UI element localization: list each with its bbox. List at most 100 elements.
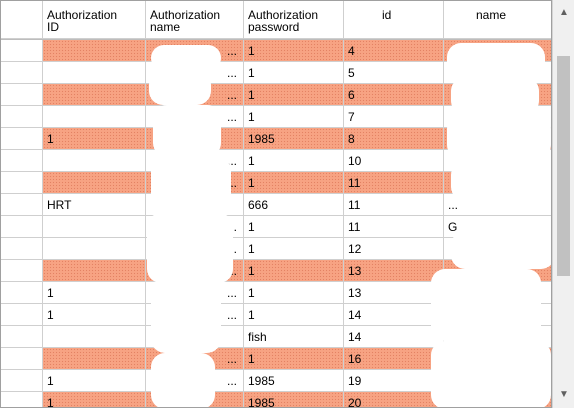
cell-authorization-id[interactable]: 1 xyxy=(43,128,146,150)
cell-authorization-id[interactable] xyxy=(43,172,146,194)
row-header[interactable] xyxy=(1,84,43,106)
redaction-blot xyxy=(147,213,233,283)
cell-authorization-id[interactable] xyxy=(43,106,146,128)
cell-id[interactable]: 10 xyxy=(344,150,444,172)
column-header-authorization-id[interactable]: Authorization ID xyxy=(43,1,146,39)
redaction-blot xyxy=(451,231,551,269)
cell-id[interactable]: 13 xyxy=(344,282,444,304)
cell-text: 19 xyxy=(348,373,362,388)
column-header-text: Authorization xyxy=(248,8,319,22)
column-header-id[interactable]: id xyxy=(344,1,444,39)
cell-authorization-password[interactable]: 1 xyxy=(244,238,344,260)
cell-authorization-password[interactable]: 1985 xyxy=(244,392,344,407)
table-row[interactable]: 1... 1 13 xyxy=(1,282,551,304)
row-header[interactable] xyxy=(1,348,43,370)
table-row[interactable]: HRT 666 11... xyxy=(1,194,551,216)
cell-authorization-password[interactable]: 1 xyxy=(244,84,344,106)
row-header[interactable] xyxy=(1,370,43,392)
cell-text: 4 xyxy=(348,43,355,58)
cell-id[interactable]: 14 xyxy=(344,326,444,348)
cell-authorization-password[interactable]: 1 xyxy=(244,62,344,84)
row-header[interactable] xyxy=(1,238,43,260)
cell-authorization-id[interactable] xyxy=(43,216,146,238)
cell-authorization-id[interactable] xyxy=(43,84,146,106)
cell-authorization-id[interactable]: 1 xyxy=(43,282,146,304)
chevron-down-icon[interactable]: ▼ xyxy=(559,388,569,400)
cell-authorization-id[interactable] xyxy=(43,260,146,282)
cell-authorization-password[interactable]: 666 xyxy=(244,194,344,216)
row-header[interactable] xyxy=(1,392,43,407)
cell-id[interactable]: 7 xyxy=(344,106,444,128)
cell-authorization-id[interactable] xyxy=(43,40,146,62)
cell-id[interactable]: 6 xyxy=(344,84,444,106)
cell-text: 5 xyxy=(348,65,355,80)
cell-authorization-password[interactable]: 1 xyxy=(244,348,344,370)
column-header-row: Authorization ID Authorization name Author… xyxy=(1,1,551,40)
cell-authorization-password[interactable]: 1 xyxy=(244,216,344,238)
table-row[interactable]: ... 1 5 xyxy=(1,62,551,84)
row-header[interactable] xyxy=(1,40,43,62)
cell-authorization-id[interactable]: 1 xyxy=(43,304,146,326)
cell-id[interactable]: 11 xyxy=(344,216,444,238)
cell-authorization-password[interactable]: 1 xyxy=(244,150,344,172)
cell-id[interactable]: 11 xyxy=(344,172,444,194)
column-header-authorization-password[interactable]: Authorization password xyxy=(244,1,344,39)
cell-id[interactable]: 16 xyxy=(344,348,444,370)
cell-id[interactable]: 19 xyxy=(344,370,444,392)
cell-authorization-password[interactable]: 1 xyxy=(244,40,344,62)
row-header[interactable] xyxy=(1,150,43,172)
redaction-blot xyxy=(151,157,231,213)
cell-authorization-password[interactable]: 1 xyxy=(244,304,344,326)
cell-authorization-id[interactable] xyxy=(43,238,146,260)
row-header[interactable] xyxy=(1,62,43,84)
row-header[interactable] xyxy=(1,128,43,150)
cell-id[interactable]: 13 xyxy=(344,260,444,282)
cell-authorization-id[interactable]: 1 xyxy=(43,392,146,407)
cell-authorization-password[interactable]: 1 xyxy=(244,106,344,128)
cell-authorization-id[interactable] xyxy=(43,348,146,370)
row-header[interactable] xyxy=(1,260,43,282)
row-header[interactable] xyxy=(1,326,43,348)
row-header[interactable] xyxy=(1,304,43,326)
cell-authorization-id[interactable] xyxy=(43,62,146,84)
cell-id[interactable]: 8 xyxy=(344,128,444,150)
cell-id[interactable]: 5 xyxy=(344,62,444,84)
data-grid[interactable]: Authorization ID Authorization name Author… xyxy=(0,0,552,408)
cell-text: HRT xyxy=(47,197,72,212)
redaction-blot xyxy=(151,45,221,71)
cell-authorization-id[interactable]: HRT xyxy=(43,194,146,216)
cell-authorization-password[interactable]: 1985 xyxy=(244,370,344,392)
vertical-scrollbar[interactable]: ▲ ▼ xyxy=(552,0,574,408)
cell-name[interactable]: ... xyxy=(444,194,551,216)
cell-id[interactable]: 20 xyxy=(344,392,444,407)
cell-authorization-password[interactable]: 1 xyxy=(244,260,344,282)
cell-authorization-id[interactable] xyxy=(43,326,146,348)
row-header[interactable] xyxy=(1,106,43,128)
cell-text: 1 xyxy=(248,153,255,168)
cell-text: ... xyxy=(226,307,237,322)
cell-id[interactable]: 14 xyxy=(344,304,444,326)
row-header-corner[interactable] xyxy=(1,1,43,39)
row-header[interactable] xyxy=(1,172,43,194)
row-header[interactable] xyxy=(1,216,43,238)
cell-text: 6 xyxy=(348,87,355,102)
cell-id[interactable]: 12 xyxy=(344,238,444,260)
cell-text: 1 xyxy=(248,285,255,300)
cell-id[interactable]: 4 xyxy=(344,40,444,62)
cell-text: 1 xyxy=(248,307,255,322)
cell-authorization-password[interactable]: fish xyxy=(244,326,344,348)
chevron-up-icon[interactable]: ▲ xyxy=(559,6,569,18)
cell-authorization-id[interactable]: 1 xyxy=(43,370,146,392)
table-row[interactable]: ... 1 7 xyxy=(1,106,551,128)
cell-text: ... xyxy=(448,197,459,212)
cell-authorization-password[interactable]: 1985 xyxy=(244,128,344,150)
cell-authorization-password[interactable]: 1 xyxy=(244,282,344,304)
cell-authorization-id[interactable] xyxy=(43,150,146,172)
row-header[interactable] xyxy=(1,194,43,216)
column-header-authorization-name[interactable]: Authorization name xyxy=(146,1,244,39)
cell-authorization-password[interactable]: 1 xyxy=(244,172,344,194)
cell-id[interactable]: 11 xyxy=(344,194,444,216)
row-header[interactable] xyxy=(1,282,43,304)
column-header-name[interactable]: name xyxy=(444,1,551,39)
scrollbar-thumb[interactable] xyxy=(557,56,570,276)
